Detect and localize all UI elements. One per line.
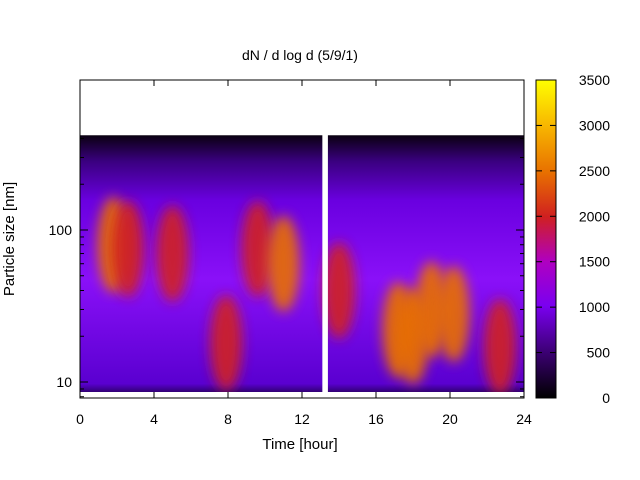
y-tick-label-10: 10 [56,374,72,390]
x-axis: 0 4 8 12 16 20 24 [76,80,532,427]
x-tick-label-0: 0 [76,411,84,427]
heatmap-blob-2 [156,205,189,302]
x-tick-label-16: 16 [368,411,384,427]
heatmap-blob-1 [112,200,145,297]
colorbar-tick-label-2500: 2500 [579,163,610,179]
data-gap-0 [322,88,328,392]
y-axis: 10 100 [49,137,524,398]
colorbar-tick-label-1000: 1000 [579,299,610,315]
colorbar-tick-label-1500: 1500 [579,254,610,270]
heatmap-blob-11 [483,298,516,392]
plot-area [80,88,524,392]
colorbar [535,79,557,399]
heatmap-blob-4 [241,200,274,297]
chart-title: dN / d log d (5/9/1) [242,47,358,63]
x-tick-label-12: 12 [294,411,310,427]
colorbar-tick-label-3500: 3500 [579,72,610,88]
heatmap-blob-6 [323,242,355,339]
x-axis-label: Time [hour] [262,436,337,453]
x-tick-label-24: 24 [516,411,532,427]
heatmap-blob-3 [210,295,243,392]
x-tick-label-20: 20 [442,411,458,427]
y-axis-label: Particle size [nm] [1,182,18,296]
colorbar-tick-label-3000: 3000 [579,117,610,133]
x-tick-label-8: 8 [224,411,232,427]
y-tick-label-100: 100 [49,222,73,238]
x-tick-label-4: 4 [150,411,158,427]
colorbar-tick-label-0: 0 [602,390,610,406]
heatmap-blob-5 [267,215,300,312]
colorbar-tick-label-500: 500 [587,345,611,361]
colorbar-ticks: 0 500 1000 1500 2000 2500 3000 3500 [536,72,610,406]
heatmap-blob-10 [437,266,470,363]
colorbar-tick-label-2000: 2000 [579,208,610,224]
